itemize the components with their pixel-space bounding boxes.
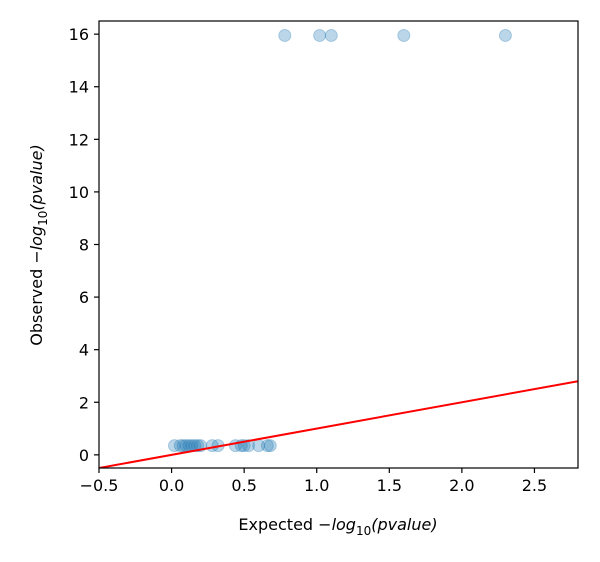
plot-frame xyxy=(98,20,579,469)
y-tick-label: 14 xyxy=(69,78,89,97)
data-point xyxy=(263,439,277,453)
y-tick-label: 10 xyxy=(69,183,89,202)
x-tick-label: 0.0 xyxy=(159,476,184,495)
x-axis-label-log: log xyxy=(332,515,356,534)
x-axis-label-minus: − xyxy=(318,515,331,534)
y-tick-label: 12 xyxy=(69,130,89,149)
y-axis-label: Observed −log10(pvalue) xyxy=(27,144,50,345)
y-tick-label: 16 xyxy=(69,25,89,44)
plot-area xyxy=(98,20,579,469)
x-tick-label: 1.0 xyxy=(304,476,329,495)
y-tick-label: 4 xyxy=(79,341,89,360)
reference-line-layer xyxy=(99,380,578,468)
y-axis: 0 2 4 6 8 10 12 14 16 xyxy=(69,25,99,465)
x-axis: −0.5 0.0 0.5 1.0 1.5 2.0 2.5 xyxy=(80,468,547,495)
y-tick-label: 0 xyxy=(79,446,89,465)
x-tick-label: 2.5 xyxy=(522,476,547,495)
data-point xyxy=(173,439,187,453)
y-axis-label-minus: − xyxy=(27,250,46,263)
x-axis-label-base: 10 xyxy=(356,524,371,538)
x-tick-label: 2.0 xyxy=(449,476,474,495)
x-tick-label: 0.5 xyxy=(231,476,256,495)
data-point xyxy=(324,28,338,42)
data-point xyxy=(260,439,274,453)
reference-line xyxy=(99,380,578,468)
data-point xyxy=(242,439,256,453)
y-tick-label: 6 xyxy=(79,288,89,307)
x-tick-label: −0.5 xyxy=(80,476,119,495)
x-tick-label: 1.5 xyxy=(377,476,402,495)
x-axis-label: Expected −log10(pvalue) xyxy=(238,515,437,538)
y-tick-label: 8 xyxy=(79,236,89,255)
y-axis-label-log: log xyxy=(27,226,46,250)
x-axis-label-arg: (pvalue) xyxy=(371,515,437,534)
y-axis-label-prefix: Observed xyxy=(27,264,46,346)
data-point xyxy=(167,439,181,453)
y-axis-label-arg: (pvalue) xyxy=(27,144,46,210)
data-point xyxy=(397,28,411,42)
x-axis-label-prefix: Expected xyxy=(238,515,318,534)
data-point xyxy=(498,28,512,42)
data-points xyxy=(167,28,512,453)
y-tick-label: 2 xyxy=(79,393,89,412)
data-point xyxy=(176,439,190,453)
data-point xyxy=(278,28,292,42)
y-axis-label-base: 10 xyxy=(36,211,50,226)
data-point xyxy=(313,28,327,42)
